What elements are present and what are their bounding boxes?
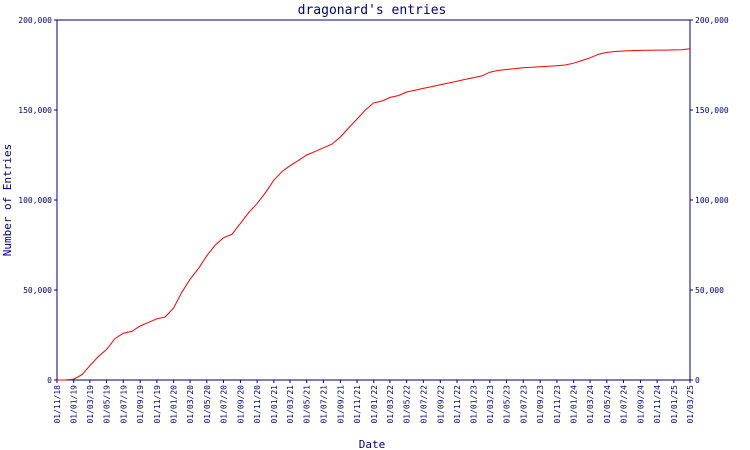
x-tick-label: 01/01/23 <box>470 385 479 424</box>
x-tick-label: 01/01/21 <box>270 385 279 424</box>
x-tick-label: 01/03/20 <box>186 385 195 424</box>
y-tick-label-left: 0 <box>47 376 52 385</box>
y-tick-label-right: 150,000 <box>695 106 729 115</box>
series-line <box>57 48 691 381</box>
series-layer <box>57 48 691 381</box>
x-tick-label: 01/05/23 <box>503 385 512 424</box>
x-tick-label: 01/11/23 <box>553 385 562 424</box>
y-tick-label-left: 50,000 <box>23 286 52 295</box>
x-axis-label: Date <box>359 438 386 450</box>
x-tick-label: 01/07/21 <box>319 385 328 424</box>
x-tick-label: 01/03/25 <box>686 385 695 424</box>
x-tick-label: 01/11/21 <box>353 385 362 424</box>
x-tick-label: 01/01/20 <box>170 385 179 424</box>
x-tick-label: 01/11/24 <box>653 385 662 424</box>
x-tick-label: 01/03/23 <box>486 385 495 424</box>
x-tick-label: 01/11/20 <box>253 385 262 424</box>
x-tick-label: 01/09/20 <box>236 385 245 424</box>
x-tick-label: 01/09/22 <box>436 385 445 424</box>
y-tick-label-left: 200,000 <box>18 16 52 25</box>
y-tick-label-right: 0 <box>695 376 700 385</box>
axes: 0 0 50,000 50,000 100,000 100,000 150,000 150,0… <box>18 16 729 424</box>
x-tick-label: 01/07/19 <box>119 385 128 424</box>
x-tick-label: 01/03/22 <box>386 385 395 424</box>
x-tick-label: 01/03/21 <box>286 385 295 424</box>
chart-title: dragonard's entries <box>298 3 447 18</box>
y-tick-label-right: 50,000 <box>695 286 724 295</box>
x-tick-label: 01/05/19 <box>103 385 112 424</box>
x-tick-label: 01/11/19 <box>153 385 162 424</box>
x-tick-label: 01/05/22 <box>403 385 412 424</box>
x-tick-label: 01/11/18 <box>53 385 62 424</box>
x-tick-label: 01/11/22 <box>453 385 462 424</box>
x-tick-label: 01/05/24 <box>603 385 612 424</box>
x-tick-label: 01/07/20 <box>219 385 228 424</box>
y-axis-label: Number of Entries <box>1 144 14 257</box>
x-tick-label: 01/01/25 <box>670 385 679 424</box>
x-tick-label: 01/03/24 <box>586 385 595 424</box>
x-tick-label: 01/03/19 <box>86 385 95 424</box>
x-tick-label: 01/07/22 <box>419 385 428 424</box>
y-tick-label-left: 100,000 <box>18 196 52 205</box>
x-tick-label: 01/09/23 <box>536 385 545 424</box>
y-tick-label-right: 100,000 <box>695 196 729 205</box>
x-tick-label: 01/01/19 <box>70 385 79 424</box>
x-tick-label: 01/01/22 <box>370 385 379 424</box>
x-tick-label: 01/07/23 <box>519 385 528 424</box>
x-tick-label: 01/05/20 <box>203 385 212 424</box>
x-tick-label: 01/05/21 <box>303 385 312 424</box>
x-tick-label: 01/09/21 <box>336 385 345 424</box>
y-tick-label-left: 150,000 <box>18 106 52 115</box>
x-tick-label: 01/01/24 <box>570 385 579 424</box>
x-tick-label: 01/09/24 <box>636 385 645 424</box>
x-tick-label: 01/07/24 <box>619 385 628 424</box>
x-tick-label: 01/09/19 <box>136 385 145 424</box>
y-tick-label-right: 200,000 <box>695 16 729 25</box>
